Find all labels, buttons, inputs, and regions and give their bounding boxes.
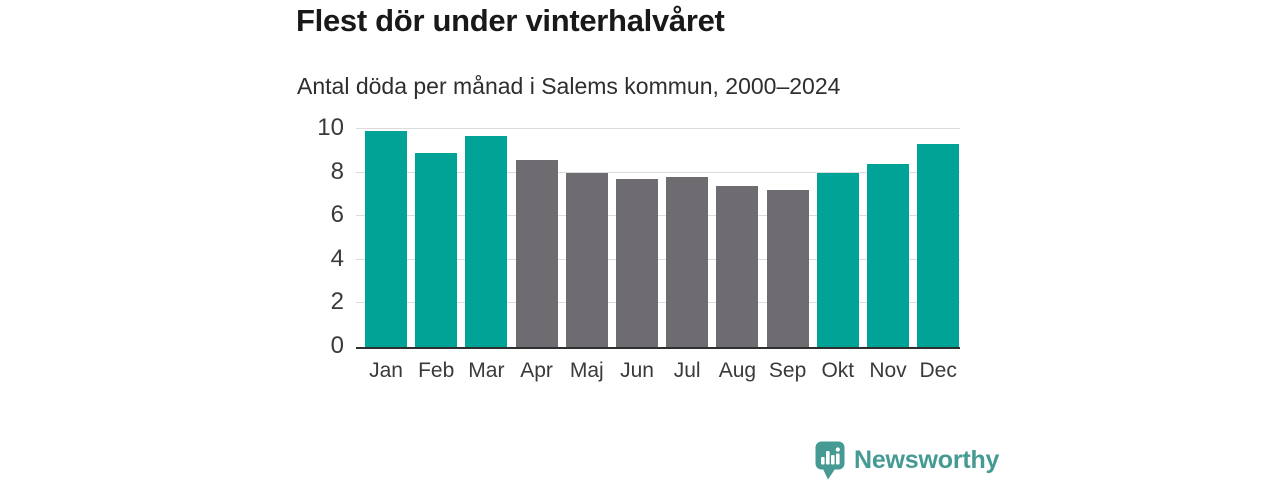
bar-feb xyxy=(415,152,458,347)
bar-dec xyxy=(917,144,960,347)
x-axis-tick-label-feb: Feb xyxy=(418,359,455,382)
x-axis-tick-label-maj: Maj xyxy=(569,359,604,382)
bar-nov xyxy=(867,163,909,347)
bar-okt xyxy=(816,172,859,347)
x-axis-tick-label-jun: Jun xyxy=(620,359,654,382)
bar-apr xyxy=(515,159,558,347)
x-axis-tick-label-jul: Jul xyxy=(673,359,701,382)
y-axis-tick-label-2: 2 xyxy=(330,288,344,316)
chart-subtitle: Antal döda per månad i Salems kommun, 20… xyxy=(297,73,841,99)
bar-mar xyxy=(465,135,508,347)
gridline-y2 xyxy=(356,302,960,304)
gridline-y10 xyxy=(356,128,960,129)
y-axis-tick-label-8: 8 xyxy=(330,157,344,185)
chart-title: Flest dör under vinterhalvåret xyxy=(296,3,725,38)
x-axis-tick-label-aug: Aug xyxy=(718,359,757,382)
brand-footer: Newsworthy xyxy=(815,441,999,480)
x-axis-tick-label-okt: Okt xyxy=(821,359,855,382)
bar-aug xyxy=(716,185,759,347)
x-axis-tick-label-dec: Dec xyxy=(919,359,957,382)
y-axis-tick-label-4: 4 xyxy=(330,244,344,272)
bar-jul xyxy=(666,176,709,347)
y-axis-tick-label-0: 0 xyxy=(330,332,344,359)
newsworthy-bar-chart-bubble-icon xyxy=(815,441,845,480)
gridline-y8 xyxy=(356,171,960,173)
bar-sep xyxy=(766,190,809,347)
x-axis-tick-label-nov: Nov xyxy=(869,359,907,382)
x-axis-tick-label-jan: Jan xyxy=(369,359,403,382)
bar-jun xyxy=(616,179,658,347)
x-axis-tick-label-sep: Sep xyxy=(768,359,807,382)
x-axis-tick-label-apr: Apr xyxy=(520,359,553,382)
y-axis-tick-label-10: 10 xyxy=(317,114,344,141)
x-axis-tick-label-mar: Mar xyxy=(468,359,505,382)
bar-maj xyxy=(565,172,608,347)
bar-chart-plot-area: 0 2 4 6 8 10 Jan Feb Mar Apr Maj Jun Jul Aug Sep Okt Nov… xyxy=(317,114,960,382)
bar-jan xyxy=(365,131,407,347)
y-axis-tick-label-6: 6 xyxy=(330,201,344,229)
brand-name: Newsworthy xyxy=(854,446,1000,474)
gridline-y4 xyxy=(356,258,960,260)
gridline-y6 xyxy=(356,215,960,217)
